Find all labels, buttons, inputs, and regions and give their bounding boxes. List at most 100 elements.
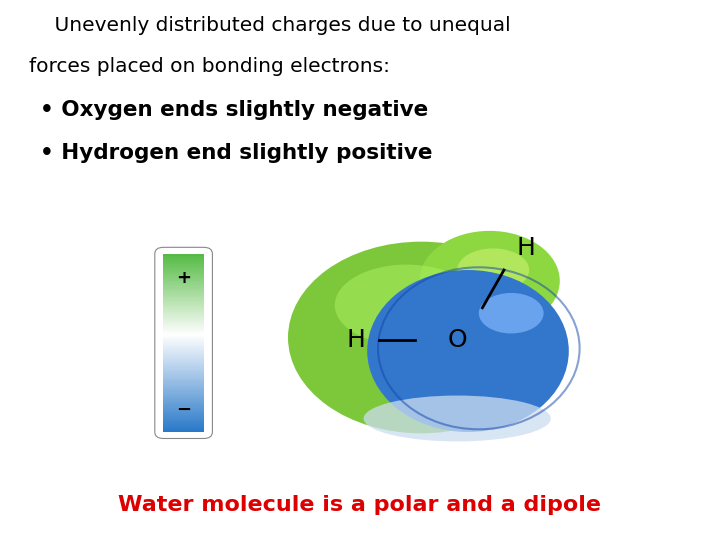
Bar bbox=[163, 364, 204, 365]
Bar bbox=[163, 287, 204, 288]
Bar bbox=[163, 269, 204, 270]
Bar bbox=[163, 307, 204, 308]
Bar bbox=[163, 282, 204, 283]
Bar bbox=[163, 407, 204, 408]
Bar bbox=[163, 299, 204, 300]
Bar bbox=[163, 404, 204, 405]
Bar bbox=[163, 261, 204, 262]
Bar bbox=[163, 374, 204, 375]
Bar bbox=[163, 372, 204, 373]
Bar bbox=[163, 393, 204, 394]
Bar bbox=[163, 292, 204, 293]
Bar bbox=[163, 324, 204, 325]
Bar bbox=[163, 409, 204, 410]
Bar bbox=[163, 327, 204, 328]
Bar bbox=[163, 254, 204, 255]
Bar bbox=[163, 349, 204, 350]
Bar bbox=[163, 384, 204, 385]
Bar bbox=[163, 422, 204, 423]
Bar bbox=[163, 405, 204, 406]
Bar bbox=[163, 363, 204, 364]
Bar bbox=[163, 342, 204, 343]
Bar bbox=[163, 348, 204, 349]
Bar bbox=[163, 394, 204, 395]
Bar bbox=[163, 431, 204, 432]
Bar bbox=[163, 420, 204, 421]
Bar bbox=[163, 417, 204, 418]
Text: H: H bbox=[516, 237, 535, 260]
Bar bbox=[163, 347, 204, 348]
Bar bbox=[163, 344, 204, 345]
Bar bbox=[163, 294, 204, 295]
Bar bbox=[163, 275, 204, 276]
Bar bbox=[163, 256, 204, 258]
Bar bbox=[163, 334, 204, 335]
Bar bbox=[163, 369, 204, 370]
Bar bbox=[163, 298, 204, 299]
Bar bbox=[163, 421, 204, 422]
Bar bbox=[163, 321, 204, 322]
Ellipse shape bbox=[479, 293, 544, 333]
Bar bbox=[163, 386, 204, 387]
Bar bbox=[163, 318, 204, 319]
Bar bbox=[163, 341, 204, 342]
Bar bbox=[163, 408, 204, 409]
Bar bbox=[163, 400, 204, 401]
Bar bbox=[163, 281, 204, 282]
Ellipse shape bbox=[364, 395, 551, 442]
Bar bbox=[163, 416, 204, 417]
Bar bbox=[163, 255, 204, 256]
Bar bbox=[163, 271, 204, 272]
Ellipse shape bbox=[457, 248, 529, 292]
Bar bbox=[163, 265, 204, 266]
Bar bbox=[163, 328, 204, 329]
Bar bbox=[163, 317, 204, 318]
Ellipse shape bbox=[419, 231, 560, 330]
Bar bbox=[163, 320, 204, 321]
Bar bbox=[163, 329, 204, 330]
Bar bbox=[163, 311, 204, 312]
Bar bbox=[163, 358, 204, 359]
Bar bbox=[163, 277, 204, 278]
Bar bbox=[163, 361, 204, 362]
Bar bbox=[163, 291, 204, 292]
Text: H: H bbox=[347, 328, 366, 352]
Bar bbox=[163, 319, 204, 320]
Bar bbox=[163, 295, 204, 296]
Bar bbox=[163, 424, 204, 425]
Bar bbox=[163, 423, 204, 424]
Bar bbox=[163, 381, 204, 382]
Bar bbox=[163, 415, 204, 416]
Ellipse shape bbox=[335, 265, 479, 346]
Text: Unevenly distributed charges due to unequal: Unevenly distributed charges due to uneq… bbox=[29, 16, 510, 35]
Ellipse shape bbox=[288, 241, 554, 433]
Bar bbox=[163, 280, 204, 281]
Bar bbox=[163, 289, 204, 291]
Bar bbox=[163, 425, 204, 426]
Bar bbox=[163, 399, 204, 400]
Bar bbox=[163, 346, 204, 347]
Bar bbox=[163, 388, 204, 389]
Bar bbox=[163, 351, 204, 352]
Bar bbox=[163, 406, 204, 407]
Bar bbox=[163, 285, 204, 286]
Bar bbox=[163, 325, 204, 326]
Bar bbox=[163, 309, 204, 310]
Bar bbox=[163, 274, 204, 275]
Bar bbox=[163, 296, 204, 298]
Bar bbox=[163, 411, 204, 413]
Bar bbox=[163, 377, 204, 379]
Bar bbox=[163, 414, 204, 415]
Bar bbox=[163, 323, 204, 324]
Bar bbox=[163, 326, 204, 327]
Bar bbox=[163, 355, 204, 356]
Bar bbox=[163, 402, 204, 403]
Bar bbox=[163, 335, 204, 336]
Bar bbox=[163, 427, 204, 428]
Bar bbox=[163, 270, 204, 271]
Bar bbox=[163, 279, 204, 280]
Bar bbox=[163, 312, 204, 313]
Bar bbox=[163, 370, 204, 372]
Text: • Oxygen ends slightly negative: • Oxygen ends slightly negative bbox=[40, 100, 428, 120]
Bar bbox=[163, 426, 204, 427]
